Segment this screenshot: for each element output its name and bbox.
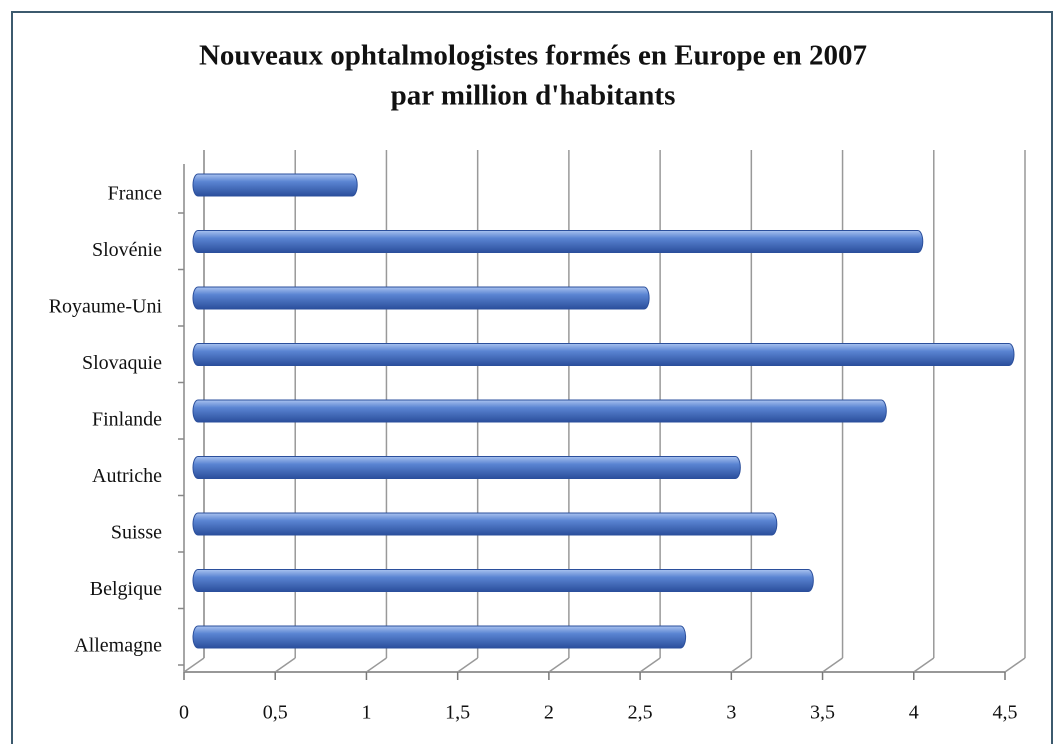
bar [192, 625, 687, 649]
bar [192, 173, 358, 197]
x-tick-label: 4 [909, 702, 919, 724]
chart-title: Nouveaux ophtalmologistes formés en Euro… [199, 40, 867, 72]
y-tick-label: France [108, 183, 163, 205]
grid-line [183, 657, 205, 673]
bar [192, 230, 924, 253]
bar [192, 569, 814, 592]
x-tick-label: 3,5 [810, 702, 835, 724]
x-tick-label: 4,5 [993, 702, 1018, 724]
grid-line [822, 657, 843, 673]
grid-line [457, 657, 479, 673]
x-tick-label: 1 [361, 702, 371, 724]
chart-title: par million d'habitants [391, 80, 676, 112]
x-tick-label: 2 [544, 702, 554, 724]
bar [192, 512, 778, 536]
y-tick-label: Slovaquie [82, 352, 162, 374]
y-tick-label: Finlande [92, 409, 162, 431]
y-tick-label: Slovénie [92, 239, 162, 261]
x-tick-label: 2,5 [628, 702, 653, 724]
grid-line [730, 657, 752, 673]
y-tick-label: Autriche [92, 465, 162, 487]
grid-line [274, 657, 296, 673]
grid-line [366, 657, 387, 673]
x-tick-label: 0 [179, 702, 189, 724]
grid-line [1004, 657, 1026, 673]
bar [192, 399, 887, 423]
grid-line [639, 657, 661, 673]
frame [11, 11, 1053, 744]
bar [192, 456, 741, 479]
bar [192, 286, 650, 310]
grid-line [913, 657, 935, 673]
x-tick-label: 1,5 [445, 702, 470, 724]
y-tick-label: Royaume-Uni [49, 296, 163, 318]
bar [192, 343, 1015, 366]
x-tick-label: 0,5 [263, 702, 288, 724]
y-tick-label: Belgique [90, 578, 162, 600]
x-tick-label: 3 [726, 702, 736, 724]
y-tick-label: Suisse [111, 522, 162, 544]
grid-line [548, 657, 570, 673]
y-tick-label: Allemagne [74, 635, 162, 657]
